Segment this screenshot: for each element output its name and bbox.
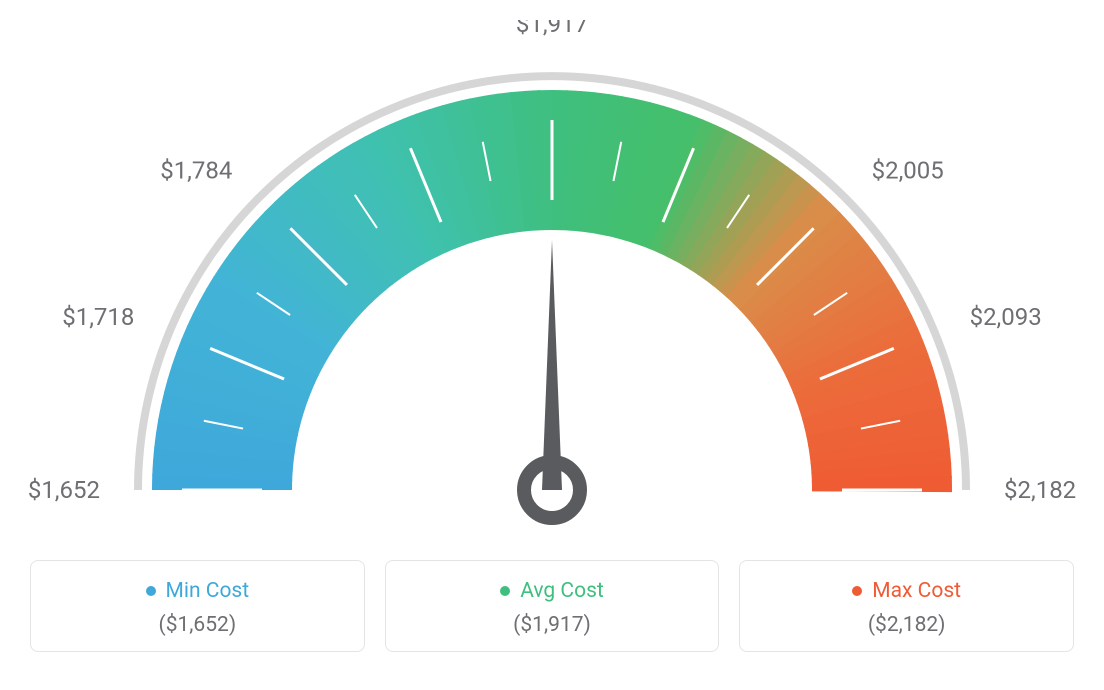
card-value: ($1,917) xyxy=(396,613,709,637)
card-label: Max Cost xyxy=(872,579,961,603)
tick-label: $2,093 xyxy=(970,303,1042,331)
tick-label: $1,652 xyxy=(28,476,100,504)
card-label: Avg Cost xyxy=(520,579,604,603)
dot-icon xyxy=(852,586,862,596)
tick-label: $1,917 xyxy=(516,20,588,38)
gauge-svg: $1,652 $1,718 $1,784 $1,917 $2,005 $2,093 $2,1… xyxy=(0,20,1104,580)
dot-icon xyxy=(500,586,510,596)
tick-label: $1,784 xyxy=(160,156,232,184)
card-value: ($1,652) xyxy=(41,613,354,637)
gauge-area: $1,652 $1,718 $1,784 $1,917 $2,005 $2,093 $2,1… xyxy=(0,0,1104,560)
card-max-cost: Max Cost ($2,182) xyxy=(739,560,1074,652)
tick-label: $2,182 xyxy=(1004,476,1076,504)
card-max-title: Max Cost xyxy=(852,579,961,603)
card-value: ($2,182) xyxy=(750,613,1063,637)
tick-label: $2,005 xyxy=(872,156,944,184)
legend-cards: Min Cost ($1,652) Avg Cost ($1,917) Max … xyxy=(30,560,1074,652)
gauge-needle xyxy=(542,240,562,490)
card-min-title: Min Cost xyxy=(146,579,250,603)
dot-icon xyxy=(146,586,156,596)
card-avg-title: Avg Cost xyxy=(500,579,604,603)
tick-label: $1,718 xyxy=(62,303,134,331)
card-min-cost: Min Cost ($1,652) xyxy=(30,560,365,652)
card-avg-cost: Avg Cost ($1,917) xyxy=(385,560,720,652)
chart-container: $1,652 $1,718 $1,784 $1,917 $2,005 $2,093 $2,1… xyxy=(0,0,1104,690)
card-label: Min Cost xyxy=(166,579,250,603)
